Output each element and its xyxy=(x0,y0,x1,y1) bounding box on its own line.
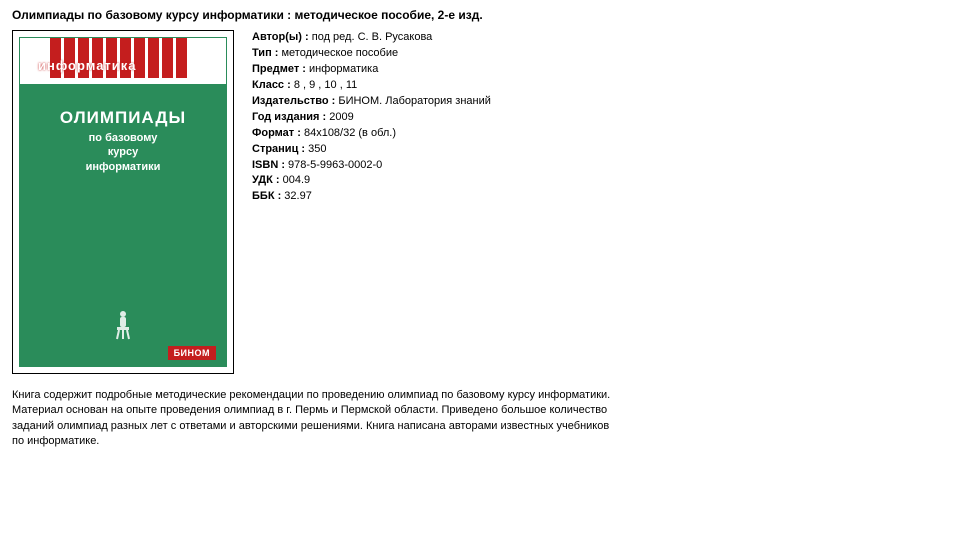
meta-value: 84х108/32 (в обл.) xyxy=(301,127,396,139)
cover-body: ОЛИМПИАДЫ по базовому курсу информатики … xyxy=(20,84,226,366)
meta-value: 32.97 xyxy=(281,190,312,202)
meta-value: под ред. С. В. Русакова xyxy=(309,31,433,43)
cover-header: информатика xyxy=(20,38,226,84)
cover-series-label: информатика xyxy=(38,58,137,73)
meta-label: Автор(ы) : xyxy=(252,31,309,43)
meta-value: 2009 xyxy=(326,111,354,123)
meta-value: 350 xyxy=(305,143,326,155)
meta-value: методическое пособие xyxy=(278,47,398,59)
meta-label: Тип : xyxy=(252,47,278,59)
meta-label: Издательство : xyxy=(252,95,335,107)
meta-value: информатика xyxy=(306,63,378,75)
meta-value: 8 , 9 , 10 , 11 xyxy=(291,79,357,91)
meta-label: ББК : xyxy=(252,190,281,202)
cover-subtitle-2: курсу xyxy=(28,145,218,159)
meta-row: Предмет : информатика xyxy=(252,62,491,78)
page-title: Олимпиады по базовому курсу информатики … xyxy=(12,8,948,22)
meta-row: Год издания : 2009 xyxy=(252,110,491,126)
meta-row: Страниц : 350 xyxy=(252,142,491,158)
meta-value: 004.9 xyxy=(280,174,311,186)
meta-label: Страниц : xyxy=(252,143,305,155)
meta-label: Формат : xyxy=(252,127,301,139)
meta-value: 978-5-9963-0002-0 xyxy=(285,159,382,171)
metadata-block: Автор(ы) : под ред. С. В. РусаковаТип : … xyxy=(252,30,491,374)
meta-row: Тип : методическое пособие xyxy=(252,46,491,62)
meta-label: Предмет : xyxy=(252,63,306,75)
main-row: информатика ОЛИМПИАДЫ по базовому курсу … xyxy=(12,30,948,374)
cover-publisher-badge: БИНОМ xyxy=(168,346,216,360)
person-chair-icon xyxy=(109,309,137,344)
book-cover-frame: информатика ОЛИМПИАДЫ по базовому курсу … xyxy=(12,30,234,374)
meta-row: Автор(ы) : под ред. С. В. Русакова xyxy=(252,30,491,46)
meta-label: ISBN : xyxy=(252,159,285,171)
meta-row: УДК : 004.9 xyxy=(252,173,491,189)
meta-label: Класс : xyxy=(252,79,291,91)
meta-label: Год издания : xyxy=(252,111,326,123)
book-description: Книга содержит подробные методические ре… xyxy=(12,388,622,450)
meta-row: Издательство : БИНОМ. Лаборатория знаний xyxy=(252,94,491,110)
meta-row: Формат : 84х108/32 (в обл.) xyxy=(252,126,491,142)
meta-row: Класс : 8 , 9 , 10 , 11 xyxy=(252,78,491,94)
meta-row: ББК : 32.97 xyxy=(252,189,491,205)
meta-row: ISBN : 978-5-9963-0002-0 xyxy=(252,158,491,174)
meta-label: УДК : xyxy=(252,174,280,186)
cover-main-title: ОЛИМПИАДЫ xyxy=(28,108,218,128)
book-cover: информатика ОЛИМПИАДЫ по базовому курсу … xyxy=(19,37,227,367)
cover-subtitle-1: по базовому xyxy=(28,131,218,145)
cover-subtitle-3: информатики xyxy=(28,160,218,174)
meta-value: БИНОМ. Лаборатория знаний xyxy=(335,95,491,107)
